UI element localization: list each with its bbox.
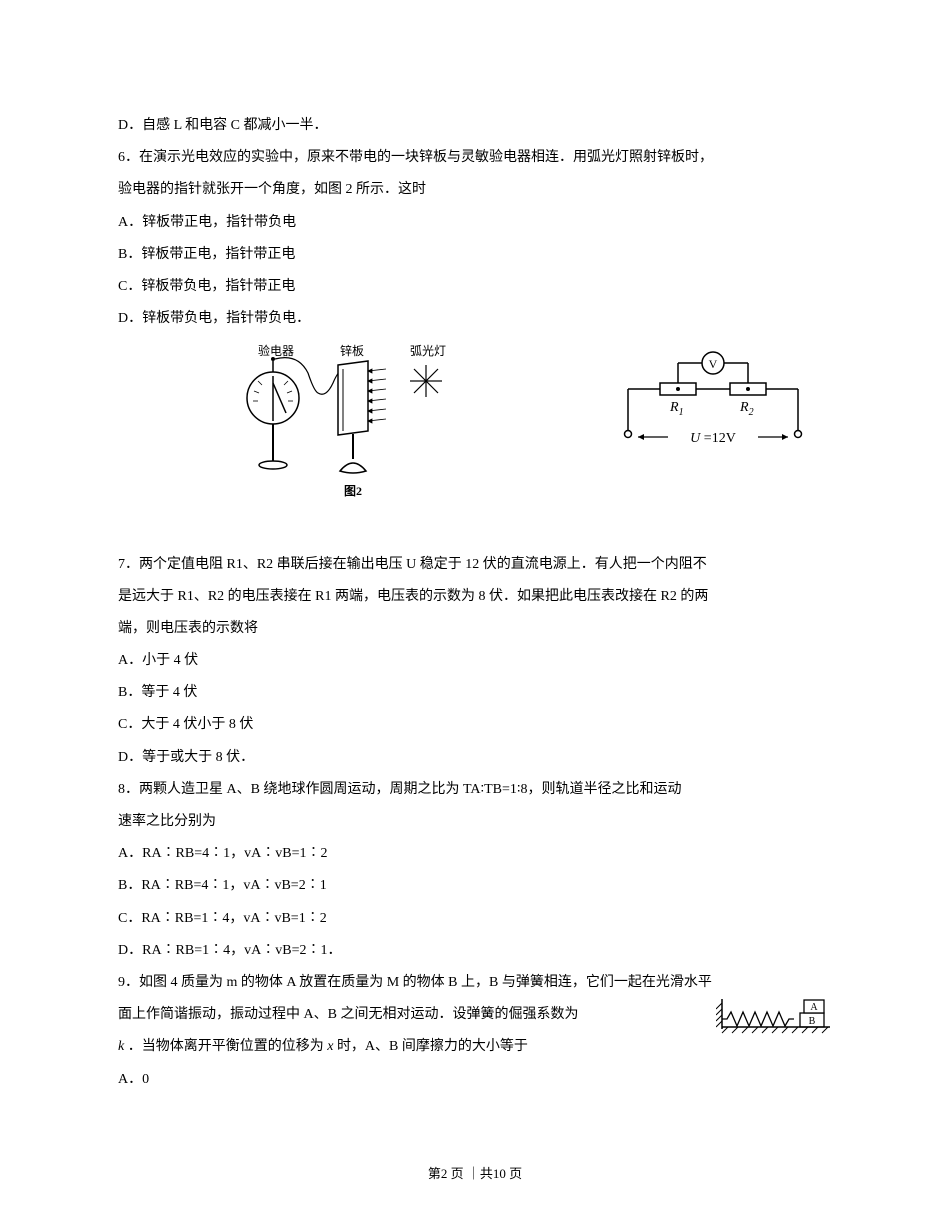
q8-stem-2: 速率之比分别为 (118, 806, 832, 838)
q9-stem-2a: 面上作简谐振动，振动过程中 A、B 之间无相对运动．设弹簧的倔强系数为 (118, 1007, 578, 1022)
q9-stem-3a: ．当物体离开平衡位置的位移为 (128, 1039, 324, 1054)
q8-option-b: B．RA∶RB=4∶1，vA∶vB=2∶1 (118, 870, 832, 902)
q7-stem-1: 7．两个定值电阻 R1、R2 串联后接在输出电压 U 稳定于 12 伏的直流电源… (118, 549, 832, 581)
q9-stem-3b: 时，A、B 间摩擦力的大小等于 (337, 1039, 528, 1054)
figures-row: 验电器 锌板 弧光灯 (118, 343, 832, 516)
q9-x: x (327, 1039, 333, 1054)
label-electroscope: 验电器 (258, 343, 294, 358)
q6-option-c: C．锌板带负电，指针带正电 (118, 271, 832, 303)
q7-option-a: A．小于 4 伏 (118, 645, 832, 677)
q8-stem-1: 8．两颗人造卫星 A、B 绕地球作圆周运动，周期之比为 TA∶TB=1∶8，则轨… (118, 774, 832, 806)
q7-option-c: C．大于 4 伏小于 8 伏 (118, 709, 832, 741)
page-content: D．自感 L 和电容 C 都减小一半． 6．在演示光电效应的实验中，原来不带电的… (0, 0, 950, 1096)
q8-option-c: C．RA∶RB=1∶4，vA∶vB=1∶2 (118, 903, 832, 935)
q8-option-a: A．RA∶RB=4∶1，vA∶vB=1∶2 (118, 838, 832, 870)
label-zinc: 锌板 (340, 344, 364, 358)
electroscope-diagram-icon: 验电器 锌板 弧光灯 (238, 343, 458, 503)
figure-4: B A (716, 995, 832, 1052)
q5-option-d: D．自感 L 和电容 C 都减小一半． (118, 110, 832, 142)
q6-option-d: D．锌板带负电，指针带负电． (118, 303, 832, 335)
page-footer: 第2 页 ｜共10 页 (0, 1163, 950, 1182)
q9-stem-2: 面上作简谐振动，振动过程中 A、B 之间无相对运动．设弹簧的倔强系数为 B (118, 999, 832, 1031)
circuit-r1-label: R1 (669, 400, 684, 418)
q7-option-b: B．等于 4 伏 (118, 677, 832, 709)
circuit-u-label: U =12V (690, 431, 736, 446)
spring-block-diagram-icon: B A (716, 995, 832, 1039)
q6-stem-1: 6．在演示光电效应的实验中，原来不带电的一块锌板与灵敏验电器相连．用弧光灯照射锌… (118, 142, 832, 174)
q7-stem-2: 是远大于 R1、R2 的电压表接在 R1 两端，电压表的示数为 8 伏．如果把此… (118, 581, 832, 613)
q8-option-d: D．RA∶RB=1∶4，vA∶vB=2∶1． (118, 935, 832, 967)
q6-option-a: A．锌板带正电，指针带负电 (118, 207, 832, 239)
q7-option-d: D．等于或大于 8 伏． (118, 742, 832, 774)
q9-option-a: A．0 (118, 1064, 832, 1096)
circuit-r2-label: R2 (739, 400, 754, 418)
label-lamp: 弧光灯 (410, 344, 446, 358)
q6-stem-2: 验电器的指针就张开一个角度，如图 2 所示．这时 (118, 174, 832, 206)
circuit-diagram: V R1 R2 (608, 349, 818, 482)
figure-2: 验电器 锌板 弧光灯 (238, 343, 458, 516)
q9-k: k (118, 1039, 124, 1054)
block-b-label: B (809, 1016, 816, 1027)
footer-sep: ｜共 (467, 1166, 493, 1181)
figure-2-caption: 图2 (344, 484, 362, 498)
q6-option-b: B．锌板带正电，指针带正电 (118, 239, 832, 271)
block-a-label: A (810, 1002, 818, 1013)
footer-total: 10 页 (493, 1166, 522, 1181)
circuit-v-label: V (709, 357, 718, 371)
footer-page: 第2 页 (428, 1166, 464, 1181)
q7-stem-3: 端，则电压表的示数将 (118, 613, 832, 645)
circuit-diagram-icon: V R1 R2 (608, 349, 818, 469)
